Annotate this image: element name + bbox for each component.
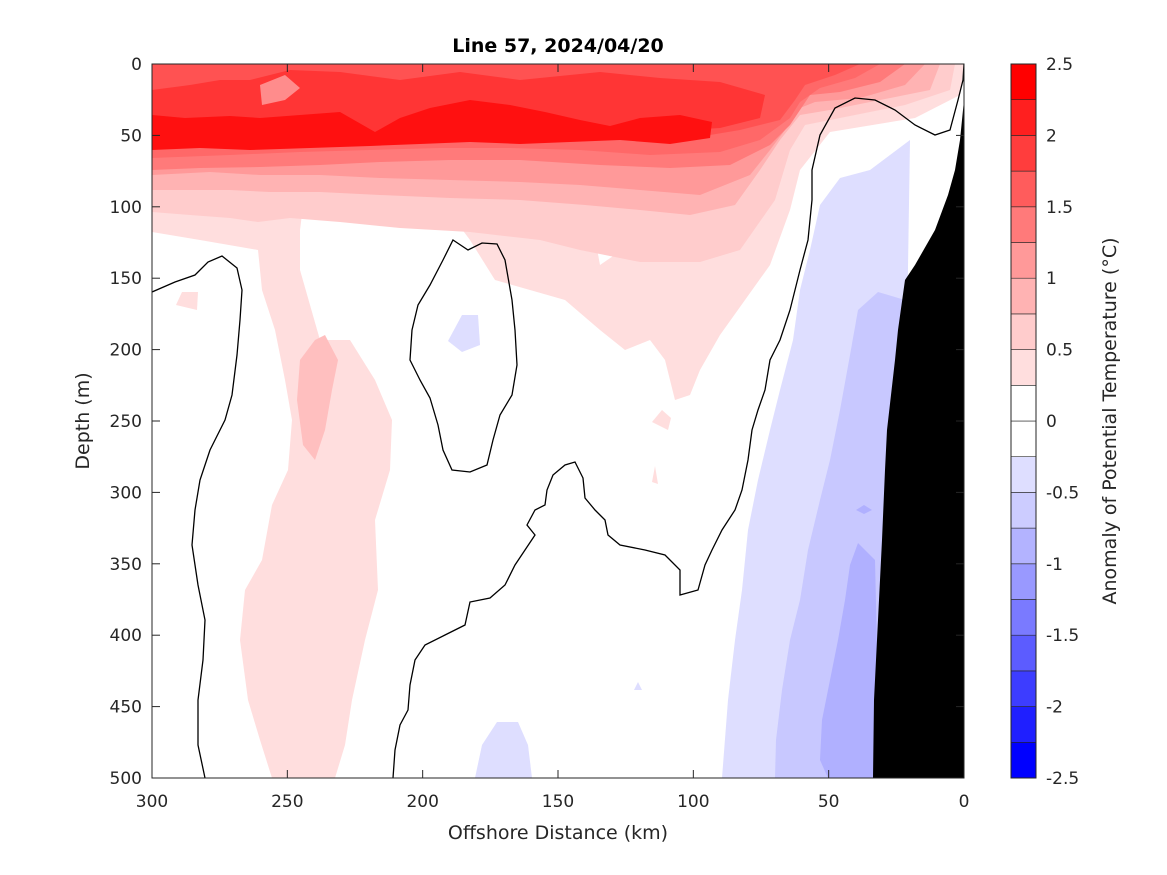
colorbar-swatch bbox=[1010, 456, 1037, 493]
x-tick-label: 300 bbox=[136, 792, 168, 812]
colorbar-swatch bbox=[1010, 349, 1037, 386]
colorbar-swatch bbox=[1010, 599, 1037, 636]
colorbar-tick-label: -2 bbox=[1046, 698, 1063, 718]
y-tick-label: 100 bbox=[110, 198, 142, 218]
y-tick-label: 150 bbox=[110, 269, 142, 289]
y-tick-label: 300 bbox=[110, 483, 142, 503]
colorbar-swatch bbox=[1010, 170, 1037, 208]
y-tick-label: 450 bbox=[110, 698, 142, 718]
x-axis: 300 250 200 150 100 50 0 bbox=[136, 64, 970, 812]
anomaly-region-cool-0.75 bbox=[820, 543, 880, 778]
colorbar-swatch bbox=[1010, 135, 1037, 172]
colorbar-tick-label: 0.5 bbox=[1046, 341, 1073, 361]
colorbar-swatch bbox=[1010, 313, 1037, 350]
y-tick-label: 250 bbox=[110, 412, 142, 432]
colorbar-swatch bbox=[1010, 670, 1037, 707]
anomaly-region-warm-2.25 bbox=[152, 100, 712, 150]
colorbar-tick-label: -1 bbox=[1046, 555, 1063, 575]
zero-contour-inshore bbox=[392, 64, 964, 778]
plot-area bbox=[152, 64, 964, 778]
colorbar-swatch bbox=[1010, 706, 1037, 743]
colorbar-swatch bbox=[1010, 634, 1037, 672]
colorbar-swatch bbox=[1010, 206, 1037, 243]
x-tick-label: 50 bbox=[818, 792, 840, 812]
y-tick-label: 400 bbox=[110, 626, 142, 646]
x-tick-label: 150 bbox=[542, 792, 574, 812]
y-axis: 0 50 100 150 200 250 300 350 400 450 500 bbox=[110, 55, 964, 789]
colorbar-swatch bbox=[1010, 242, 1037, 279]
anomaly-region-warm-patch-c bbox=[652, 466, 658, 484]
x-tick-label: 100 bbox=[677, 792, 709, 812]
colorbar-swatch bbox=[1010, 563, 1037, 600]
x-axis-label: Offshore Distance (km) bbox=[448, 822, 668, 844]
colorbar-label: Anomaly of Potential Temperature (°C) bbox=[1099, 238, 1121, 605]
colorbar-swatch bbox=[1010, 63, 1037, 101]
colorbar-frame bbox=[1010, 63, 1037, 779]
colorbar-swatch bbox=[1010, 99, 1037, 136]
colorbar-tick-label: 1 bbox=[1046, 269, 1057, 289]
colorbar-tick-label: 2 bbox=[1046, 126, 1057, 146]
colorbar-swatch bbox=[1010, 492, 1037, 529]
colorbar-tick-label: 0 bbox=[1046, 412, 1057, 432]
y-tick-label: 500 bbox=[110, 769, 142, 789]
zero-contour-island bbox=[409, 239, 518, 473]
colorbar-swatch bbox=[1010, 277, 1037, 315]
colorbar-tick-label: -1.5 bbox=[1046, 626, 1079, 646]
y-tick-label: 50 bbox=[120, 126, 142, 146]
anomaly-region-cool-patch-offshore bbox=[448, 315, 480, 352]
colorbar-tick-label: 2.5 bbox=[1046, 55, 1073, 75]
zero-contour-offshore bbox=[152, 255, 243, 778]
colorbar-tick-label: -2.5 bbox=[1046, 769, 1079, 789]
anomaly-region-warm-column-core bbox=[297, 335, 338, 460]
colorbar-swatch bbox=[1010, 420, 1037, 458]
anomaly-region-warm-outer-patch bbox=[260, 75, 300, 105]
colorbar-swatch bbox=[1010, 384, 1037, 422]
colorbar-swatch bbox=[1010, 741, 1037, 779]
shelf-bathymetry bbox=[873, 100, 964, 778]
anomaly-region-cool-small-patch bbox=[856, 505, 872, 514]
y-tick-label: 200 bbox=[110, 341, 142, 361]
chart-title: Line 57, 2024/04/20 bbox=[452, 35, 664, 57]
colorbar: 2.5 2 1.5 1 0.5 0 -0.5 -1 -1.5 -2 -2.5 bbox=[1010, 55, 1079, 789]
x-tick-label: 200 bbox=[406, 792, 438, 812]
anomaly-region-warm-patch-b bbox=[652, 410, 671, 430]
anomaly-region-cool-patch-deep bbox=[475, 722, 532, 778]
x-tick-label: 0 bbox=[959, 792, 970, 812]
x-tick-label: 250 bbox=[271, 792, 303, 812]
anomaly-region-light-warm bbox=[152, 64, 964, 778]
colorbar-tick-label: -0.5 bbox=[1046, 483, 1079, 503]
y-tick-label: 350 bbox=[110, 555, 142, 575]
y-tick-label: 0 bbox=[131, 55, 142, 75]
y-axis-label: Depth (m) bbox=[72, 372, 94, 469]
anomaly-region-warm-patch-a bbox=[176, 292, 198, 310]
colorbar-swatch bbox=[1010, 527, 1037, 565]
anomaly-region-cool-patch-dot bbox=[634, 682, 642, 690]
colorbar-tick-label: 1.5 bbox=[1046, 198, 1073, 218]
